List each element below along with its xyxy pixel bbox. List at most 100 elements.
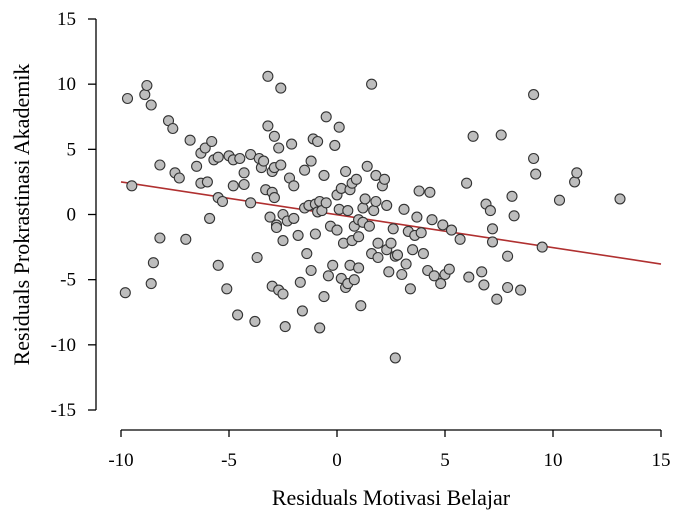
data-point: [361, 160, 373, 172]
data-point: [355, 300, 367, 312]
data-points: [119, 70, 626, 364]
data-point: [145, 278, 157, 290]
data-point: [463, 271, 475, 283]
data-point: [350, 173, 362, 185]
data-point: [428, 270, 440, 282]
data-point: [398, 203, 410, 215]
data-point: [417, 248, 429, 260]
y-tick-label: -5: [60, 270, 76, 291]
data-point: [553, 194, 566, 206]
data-point: [314, 322, 326, 334]
x-axis-title: Residuals Motivasi Belajar: [272, 485, 511, 510]
data-point: [264, 211, 276, 223]
y-axis: -15 -10 -5 0 5 10 15: [51, 9, 97, 421]
data-point: [167, 122, 179, 135]
data-point: [147, 257, 159, 269]
data-point: [486, 223, 499, 235]
data-point: [461, 177, 473, 189]
data-point: [528, 152, 540, 165]
data-point: [329, 139, 341, 151]
x-tick-label: -10: [108, 450, 133, 471]
data-point: [312, 135, 324, 148]
data-point: [445, 224, 458, 236]
y-tick-label: 5: [67, 139, 77, 160]
data-point: [486, 236, 499, 248]
data-point: [296, 305, 308, 317]
data-point: [184, 134, 196, 146]
regression-line-group: [120, 181, 662, 265]
data-point: [528, 89, 540, 101]
data-point: [614, 193, 626, 205]
data-point: [191, 160, 203, 172]
data-point: [435, 278, 447, 290]
data-point: [331, 224, 343, 236]
data-point: [426, 214, 438, 226]
data-point: [454, 233, 466, 245]
x-tick-label: 0: [332, 450, 342, 471]
data-point: [292, 229, 304, 241]
data-point: [357, 202, 369, 214]
data-point: [495, 129, 507, 141]
data-point: [353, 262, 365, 274]
data-point: [277, 288, 289, 300]
data-point: [145, 99, 157, 111]
y-tick-label: -15: [51, 400, 76, 421]
data-point: [502, 250, 514, 262]
data-point: [318, 291, 330, 303]
data-point: [305, 264, 317, 277]
data-point: [234, 152, 246, 165]
data-point: [353, 231, 365, 243]
data-point: [515, 284, 527, 296]
data-point: [275, 159, 287, 171]
data-point: [491, 293, 503, 305]
y-axis-title: Residuals Prokrastinasi Akademik: [9, 64, 34, 366]
data-point: [216, 195, 229, 208]
data-point: [270, 221, 283, 234]
data-point: [387, 223, 399, 235]
data-point: [320, 197, 332, 209]
data-point: [443, 263, 455, 275]
data-point: [484, 205, 496, 217]
data-point: [279, 321, 291, 333]
data-point: [286, 138, 298, 150]
data-point: [359, 193, 371, 205]
data-point: [391, 249, 404, 261]
data-point: [299, 164, 311, 176]
x-tick-label: 10: [544, 450, 563, 471]
y-tick-label: -10: [51, 335, 76, 356]
data-point: [154, 232, 166, 244]
data-point: [381, 199, 393, 211]
data-point: [238, 167, 250, 179]
data-point: [154, 159, 166, 171]
data-point: [221, 283, 233, 295]
data-point: [571, 167, 583, 179]
data-point: [238, 178, 250, 191]
data-point: [249, 315, 261, 327]
data-point: [180, 233, 192, 245]
data-point: [141, 79, 153, 92]
data-point: [251, 251, 263, 264]
y-tick-label: 10: [57, 74, 76, 95]
data-point: [400, 258, 412, 270]
data-point: [404, 283, 416, 295]
data-point: [268, 192, 280, 204]
data-point: [348, 274, 360, 286]
data-point: [530, 168, 542, 180]
data-point: [227, 180, 239, 192]
data-point: [204, 212, 216, 224]
data-point: [277, 235, 289, 247]
data-point: [245, 197, 257, 209]
data-point: [288, 212, 300, 224]
data-point: [378, 173, 391, 185]
regression-line: [120, 181, 662, 265]
data-point: [411, 211, 423, 223]
data-point: [415, 227, 427, 239]
data-point: [372, 251, 384, 264]
data-point: [569, 176, 581, 188]
y-tick-label: 15: [57, 9, 76, 30]
data-point: [212, 151, 224, 163]
data-point: [294, 276, 306, 288]
data-point: [502, 281, 514, 294]
data-point: [478, 279, 490, 291]
